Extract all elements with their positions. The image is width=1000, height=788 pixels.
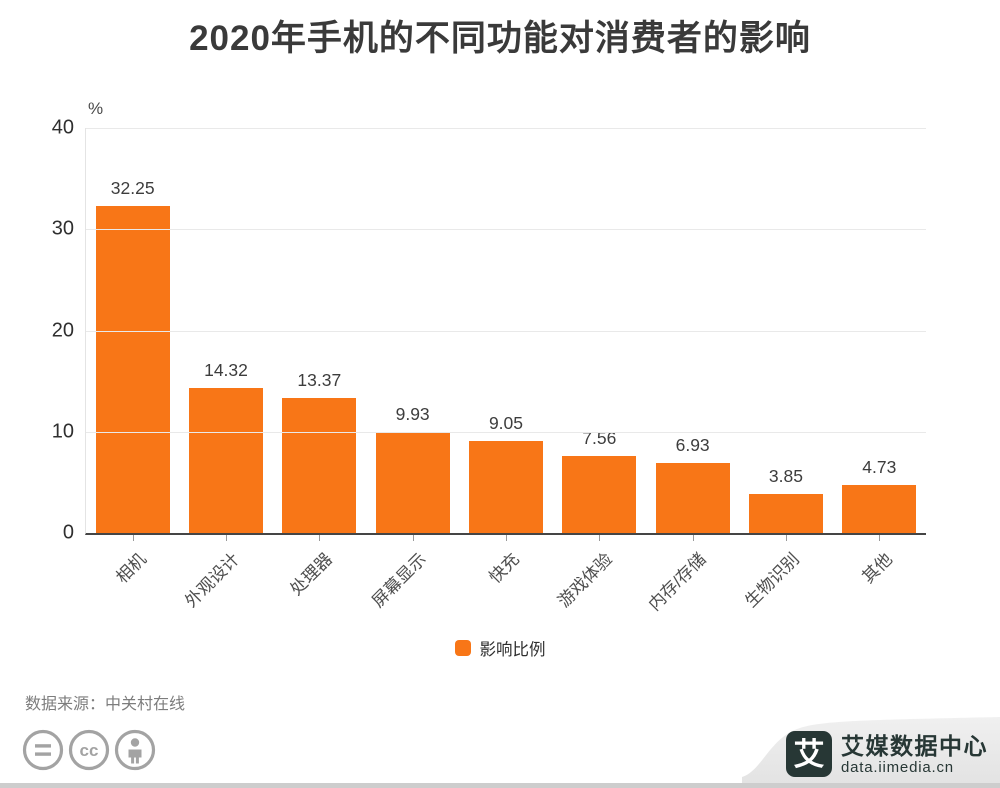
- value-label: 3.85: [768, 466, 803, 487]
- bar-slot: 3.85 生物识别: [739, 128, 832, 611]
- bar: [655, 462, 730, 533]
- bar: [842, 485, 917, 533]
- legend: 影响比例: [0, 636, 1000, 660]
- gridline: [86, 229, 926, 231]
- x-axis-tick: [132, 535, 134, 541]
- bar-slot: 6.93 内存/存储: [645, 128, 739, 614]
- category-label: 游戏体验: [554, 549, 617, 612]
- gridline: [86, 330, 926, 332]
- category-label: 外观设计: [181, 549, 243, 612]
- value-label: 9.05: [488, 413, 523, 434]
- legend-label: 影响比例: [479, 641, 546, 659]
- bar-slot: 32.25 相机: [86, 128, 179, 587]
- x-axis-tick: [505, 535, 507, 541]
- category-label: 相机: [112, 549, 150, 588]
- equals-circle-icon: [22, 729, 64, 771]
- y-tick-label: 40: [51, 116, 74, 139]
- bar: [375, 432, 450, 533]
- bar: [748, 494, 823, 533]
- bar-slot: 14.32 外观设计: [179, 128, 272, 611]
- person-circle-icon: [114, 729, 156, 771]
- y-axis-unit-label: %: [88, 99, 104, 118]
- data-source-text: 数据来源：中关村在线: [25, 696, 186, 713]
- x-axis-tick: [785, 535, 787, 541]
- gridline: [86, 431, 926, 433]
- license-icons: cc: [22, 729, 156, 771]
- category-label: 处理器: [286, 549, 337, 600]
- brand-domain: data.iimedia.cn: [841, 758, 954, 776]
- bar-slot: 13.37 处理器: [273, 128, 366, 599]
- category-label: 生物识别: [741, 549, 803, 612]
- category-label: 内存/存储: [644, 549, 710, 615]
- y-tick-label: 10: [51, 420, 74, 443]
- value-label: 32.25: [110, 178, 155, 199]
- bottom-strip: [0, 783, 1000, 788]
- bar-series: 32.25 相机 14.32 外观设计 13.37 处理器 9.93 屏幕显示 9.05 快充 7.…: [86, 128, 926, 614]
- x-axis-tick: [225, 535, 227, 541]
- value-label: 6.93: [675, 434, 710, 455]
- brand-texts: 艾媒数据中心 data.iimedia.cn: [841, 733, 988, 776]
- brand-logo-icon: 艾: [786, 731, 832, 777]
- bar: [468, 441, 543, 533]
- plot-area: 32.25 相机 14.32 外观设计 13.37 处理器 9.93 屏幕显示 9.05 快充 7.…: [52, 117, 926, 614]
- chart-title: 2020年手机的不同功能对消费者的影响: [189, 19, 811, 58]
- bar: [282, 397, 357, 533]
- gridline: [86, 128, 926, 129]
- category-label: 快充: [485, 549, 523, 588]
- bar: [95, 206, 170, 533]
- bar-slot: 9.05 快充: [459, 128, 552, 587]
- category-label: 屏幕显示: [368, 549, 430, 612]
- value-label: 4.73: [862, 457, 897, 478]
- bar-slot: 4.73 其他: [833, 128, 926, 587]
- y-tick-label: 0: [62, 521, 74, 544]
- category-label: 其他: [858, 549, 897, 588]
- cc-circle-icon: cc: [68, 729, 110, 771]
- y-tick-label: 20: [51, 319, 74, 341]
- brand-name: 艾媒数据中心: [841, 732, 988, 759]
- x-axis-tick: [599, 535, 601, 541]
- bar-slot: 7.56 游戏体验: [553, 128, 646, 611]
- legend-swatch-icon: [454, 640, 471, 656]
- brand-block: 艾 艾媒数据中心 data.iimedia.cn: [786, 731, 988, 777]
- value-label: 9.93: [395, 404, 430, 425]
- bar-slot: 9.93 屏幕显示: [366, 128, 459, 611]
- value-label: 14.32: [204, 360, 248, 381]
- y-tick-label: 30: [51, 217, 74, 240]
- x-axis-tick: [319, 535, 321, 541]
- bar: [562, 456, 637, 533]
- bar: [188, 388, 263, 533]
- x-axis-tick: [879, 535, 881, 541]
- svg-text:cc: cc: [80, 741, 99, 760]
- x-axis-tick: [412, 535, 414, 541]
- value-label: 13.37: [297, 369, 342, 390]
- x-axis-tick: [692, 535, 694, 541]
- value-label: 7.56: [582, 428, 617, 449]
